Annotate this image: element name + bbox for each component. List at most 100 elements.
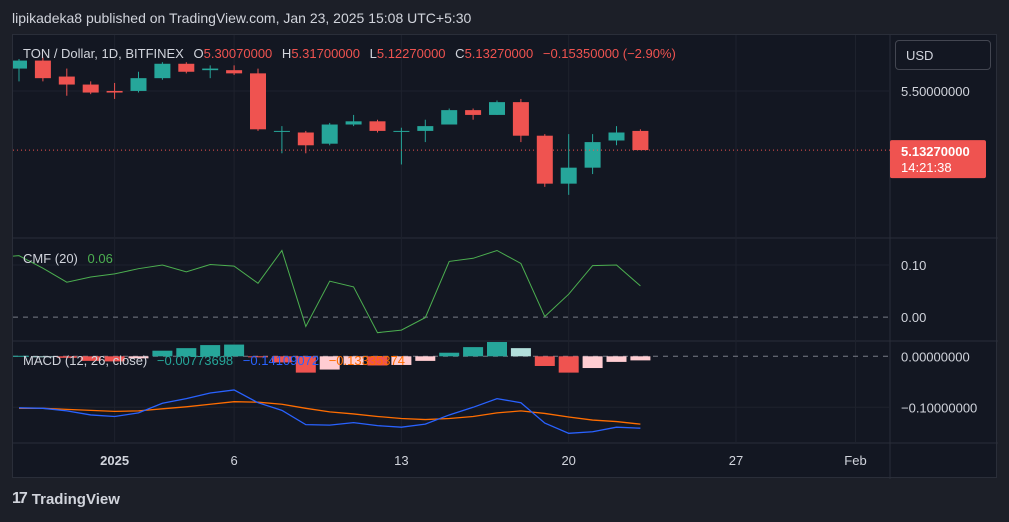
macd-histogram-bar [248, 356, 268, 358]
chart-panel[interactable]: 2025 6 13 20 27 Feb 5.50000000 5.13270000 14:21:… [0, 34, 998, 479]
time-tick-label: 13 [394, 453, 408, 468]
macd-histogram-bar [391, 356, 412, 365]
high-label: H [282, 46, 291, 61]
candle-body [560, 167, 577, 184]
macd-histogram-bar [104, 356, 125, 362]
macd-histogram-bar [534, 356, 555, 366]
macd-histogram-bar [487, 342, 507, 357]
candle-body [632, 130, 649, 151]
macd-histogram-bar [415, 356, 436, 361]
cmf-tick-label: 0.10 [901, 258, 926, 273]
last-price-label: 5.13270000 [901, 144, 970, 159]
time-tick-label: Feb [844, 453, 866, 468]
cmf-legend-name: CMF (20) [23, 251, 78, 266]
cmf-tick-label: 0.00 [901, 310, 926, 325]
candle-body [11, 60, 27, 69]
low-value: 5.12270000 [377, 46, 446, 61]
tradingview-logo-icon: 17 [12, 490, 28, 507]
macd-histogram-bar [200, 345, 221, 357]
cmf-pane[interactable] [0, 249, 890, 334]
chart-svg[interactable]: 2025 6 13 20 27 Feb5.500000005.1327000014:21:… [0, 35, 998, 479]
candle-body [202, 68, 219, 71]
macd-histogram-bar [367, 356, 388, 366]
footer-brand: 17 TradingView [12, 490, 120, 508]
time-tick-label: 2025 [100, 453, 129, 468]
candle-body [369, 121, 386, 131]
currency-button[interactable]: USD [895, 40, 991, 70]
macd-legend-macd: −0.14109072 [243, 353, 319, 368]
publish-line: lipikadeka8 published on TradingView.com… [12, 10, 472, 26]
axes: 2025 6 13 20 27 Feb 5.50000000 5.1327000014:21:… [100, 84, 986, 468]
macd-histogram-bar [56, 356, 77, 358]
macd-histogram-bar [582, 356, 603, 369]
candle-body [106, 90, 123, 93]
macd-histogram-bar [606, 356, 627, 362]
cmf-legend-value: 0.06 [88, 251, 113, 266]
macd-histogram-bar [319, 356, 340, 370]
macd-histogram-bar [80, 356, 101, 361]
macd-legend: MACD (12, 26, close) −0.00773698 −0.1410… [23, 353, 405, 368]
candle-body [417, 126, 434, 131]
candle-body [584, 142, 601, 168]
symbol-label: TON / Dollar, 1D, BITFINEX [23, 46, 184, 61]
macd-legend-name: MACD (12, 26, close) [23, 353, 147, 368]
macd-line [18, 389, 641, 434]
macd-histogram-bar [510, 348, 531, 357]
candle-body [345, 121, 362, 125]
time-tick-label: 20 [561, 453, 575, 468]
time-tick-label: 6 [230, 453, 237, 468]
macd-histogram-bar [630, 356, 651, 361]
candle-body [512, 102, 529, 136]
macd-histogram-bar [439, 352, 460, 357]
open-value: 5.30070000 [204, 46, 273, 61]
macd-histogram-bar [558, 356, 579, 373]
candle-body [536, 135, 553, 184]
macd-histogram-bar [9, 355, 29, 357]
cmf-line [0, 249, 641, 334]
macd-histogram-bar [295, 356, 316, 373]
brand-name: TradingView [31, 490, 120, 508]
candle-body [82, 84, 99, 93]
macd-legend-signal: −0.13335374 [329, 353, 405, 368]
price-pane[interactable] [11, 57, 890, 195]
candle-body [297, 132, 314, 146]
candle-body [130, 78, 147, 91]
price-legend: TON / Dollar, 1D, BITFINEX O5.30070000 H… [23, 46, 676, 61]
macd-histogram-bar [343, 356, 364, 365]
candle-body [226, 70, 243, 74]
last-price-badge [890, 140, 986, 179]
macd-histogram-bar [224, 344, 245, 357]
low-label: L [370, 46, 377, 61]
candle-body [321, 124, 338, 144]
candle-body [58, 76, 75, 85]
grid [13, 35, 890, 443]
macd-histogram-bar [271, 356, 292, 363]
countdown-label: 14:21:38 [901, 160, 952, 175]
macd-signal-line [19, 401, 641, 425]
macd-tick-label: 0.00000000 [901, 349, 970, 364]
candle-body [489, 102, 505, 115]
high-value: 5.31700000 [291, 46, 360, 61]
candle-body [465, 110, 482, 115]
candle-body [441, 110, 458, 125]
price-tick-label: 5.50000000 [901, 84, 970, 99]
candle-body [34, 60, 51, 79]
candle-body [273, 130, 290, 132]
close-label: C [455, 46, 464, 61]
candle-body [154, 63, 171, 79]
candle-body [608, 132, 625, 141]
change-value: −0.15350000 (−2.90%) [543, 46, 676, 61]
cmf-legend: CMF (20) 0.06 [23, 251, 113, 266]
time-tick-label: 27 [729, 453, 743, 468]
candle-body [393, 130, 410, 132]
macd-histogram-bar [128, 356, 149, 359]
macd-legend-hist: −0.00773698 [157, 353, 233, 368]
macd-histogram-bar [152, 350, 173, 357]
macd-histogram-bar [463, 347, 484, 357]
macd-tick-label: −0.10000000 [901, 400, 977, 415]
candle-body [250, 73, 266, 130]
close-value: 5.13270000 [465, 46, 534, 61]
macd-pane[interactable] [9, 342, 890, 434]
macd-histogram-bar [32, 356, 53, 358]
open-label: O [193, 46, 203, 61]
